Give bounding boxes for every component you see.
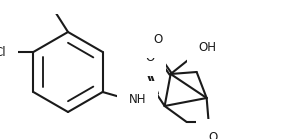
Text: NH: NH [129, 92, 146, 106]
Text: CH₃: CH₃ [41, 0, 63, 2]
Text: Cl: Cl [0, 45, 6, 59]
Text: OH: OH [199, 41, 217, 54]
Text: O: O [153, 33, 162, 46]
Text: O: O [145, 51, 154, 64]
Text: O: O [208, 131, 217, 139]
